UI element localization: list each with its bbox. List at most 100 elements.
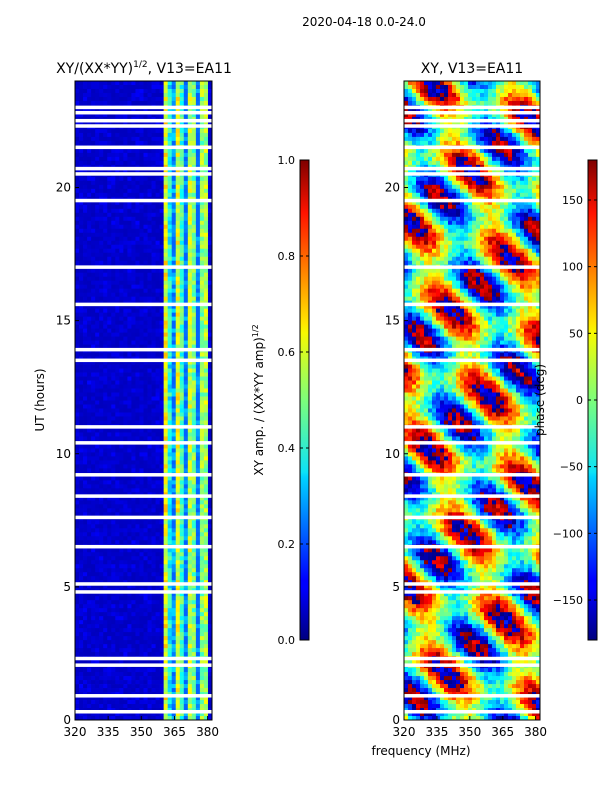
amp-heatmap-cell <box>167 652 173 657</box>
amp-heatmap-cell <box>187 500 193 505</box>
amp-heatmap-cell <box>87 412 92 417</box>
amp-heatmap-cell <box>127 496 132 501</box>
amp-heatmap-cell <box>179 532 185 537</box>
amp-heatmap-cell <box>207 568 213 573</box>
amp-heatmap-cell <box>83 228 88 234</box>
amp-heatmap-cell <box>79 332 84 337</box>
amp-heatmap-cell <box>115 208 120 214</box>
amp-heatmap-cell <box>119 260 124 266</box>
amp-heatmap-cell <box>155 412 161 417</box>
amp-heatmap-cell <box>119 328 124 333</box>
amp-heatmap-cell <box>151 244 156 250</box>
amp-heatmap-cell <box>199 88 205 94</box>
amp-heatmap-cell <box>203 160 209 166</box>
amp-heatmap-cell <box>127 120 132 126</box>
amp-heatmap-cell <box>191 620 197 625</box>
amp-heatmap-cell <box>171 292 177 298</box>
amp-heatmap-cell <box>87 88 92 94</box>
amp-heatmap-cell <box>183 636 189 641</box>
amp-heatmap-cell <box>175 644 181 649</box>
amp-heatmap-cell <box>91 404 96 409</box>
amp-heatmap-cell <box>79 240 84 246</box>
amp-heatmap-cell <box>163 600 169 605</box>
amp-heatmap-cell <box>179 344 185 349</box>
amp-heatmap-cell <box>103 432 108 437</box>
amp-heatmap-cell <box>175 552 181 557</box>
amp-heatmap-cell <box>179 228 185 234</box>
amp-heatmap-cell <box>87 184 92 190</box>
amp-heatmap-cell <box>203 540 209 545</box>
amp-heatmap-cell <box>107 592 112 597</box>
amp-heatmap-cell <box>179 132 185 138</box>
amp-heatmap-cell <box>187 224 193 230</box>
amp-heatmap-cell <box>135 244 140 250</box>
amp-heatmap-cell <box>147 512 152 517</box>
amp-heatmap-cell <box>131 572 136 577</box>
amp-heatmap-cell <box>119 532 124 537</box>
amp-heatmap-cell <box>131 320 136 326</box>
amp-heatmap-cell <box>171 504 177 509</box>
amp-heatmap-cell <box>195 160 201 166</box>
amp-heatmap-cell <box>127 344 132 349</box>
amp-heatmap-cell <box>75 336 80 341</box>
amp-heatmap-cell <box>99 81 104 86</box>
amp-heatmap-cell <box>103 640 108 645</box>
amp-heatmap-cell <box>163 212 169 218</box>
amp-heatmap-cell <box>95 536 100 541</box>
amp-heatmap-cell <box>155 260 161 266</box>
amp-heatmap-cell <box>183 180 189 186</box>
amp-heatmap-cell <box>163 496 169 501</box>
amp-heatmap-cell <box>195 276 201 282</box>
amp-heatmap-cell <box>167 320 173 326</box>
amp-heatmap-cell <box>103 404 108 409</box>
amp-heatmap-cell <box>151 292 156 298</box>
amp-heatmap-cell <box>147 592 152 597</box>
amp-heatmap-cell <box>147 576 152 581</box>
amp-heatmap-cell <box>103 192 108 198</box>
amp-heatmap-cell <box>147 640 152 645</box>
amp-heatmap-cell <box>155 464 161 469</box>
amp-heatmap-cell <box>175 208 181 214</box>
amp-heatmap-cell <box>139 156 144 162</box>
amp-heatmap-cell <box>151 540 156 545</box>
amp-heatmap-cell <box>191 200 197 206</box>
amp-heatmap-cell <box>183 344 189 349</box>
amp-heatmap-cell <box>203 400 209 405</box>
amp-heatmap-cell <box>119 216 124 222</box>
amp-heatmap-cell <box>127 328 132 333</box>
amp-heatmap-cell <box>199 468 205 473</box>
amp-heatmap-cell <box>167 180 173 186</box>
amp-heatmap-cell <box>139 160 144 166</box>
amp-heatmap-cell <box>75 140 80 146</box>
amp-heatmap-cell <box>183 312 189 318</box>
amp-heatmap-cell <box>95 192 100 198</box>
amp-heatmap-cell <box>79 208 84 214</box>
amp-heatmap-cell <box>75 232 80 238</box>
amp-heatmap-cell <box>119 312 124 318</box>
amp-heatmap-cell <box>151 364 156 369</box>
amp-heatmap-cell <box>103 120 108 126</box>
amp-heatmap-cell <box>139 632 144 637</box>
amp-heatmap-cell <box>199 160 205 166</box>
amp-heatmap-cell <box>191 100 197 106</box>
amp-heatmap-cell <box>207 292 213 298</box>
amp-heatmap-cell <box>183 272 189 278</box>
amp-heatmap-cell <box>143 376 148 381</box>
amp-heatmap-cell <box>139 520 144 525</box>
amp-heatmap-cell <box>99 416 104 421</box>
amp-heatmap-cell <box>119 156 124 162</box>
amp-heatmap-cell <box>115 548 120 553</box>
amp-heatmap-cell <box>171 92 177 98</box>
amp-heatmap-cell <box>175 140 181 146</box>
amp-heatmap-cell <box>127 296 132 302</box>
amp-heatmap-cell <box>159 216 165 222</box>
amp-heatmap-cell <box>207 660 213 665</box>
amp-heatmap-cell <box>83 624 88 629</box>
amp-heatmap-cell <box>171 132 177 138</box>
amp-heatmap-cell <box>75 432 80 437</box>
amp-heatmap-cell <box>163 372 169 377</box>
amp-heatmap-cell <box>103 624 108 629</box>
amp-heatmap-cell <box>131 536 136 541</box>
amp-heatmap-cell <box>163 660 169 665</box>
amp-heatmap-cell <box>175 284 181 290</box>
